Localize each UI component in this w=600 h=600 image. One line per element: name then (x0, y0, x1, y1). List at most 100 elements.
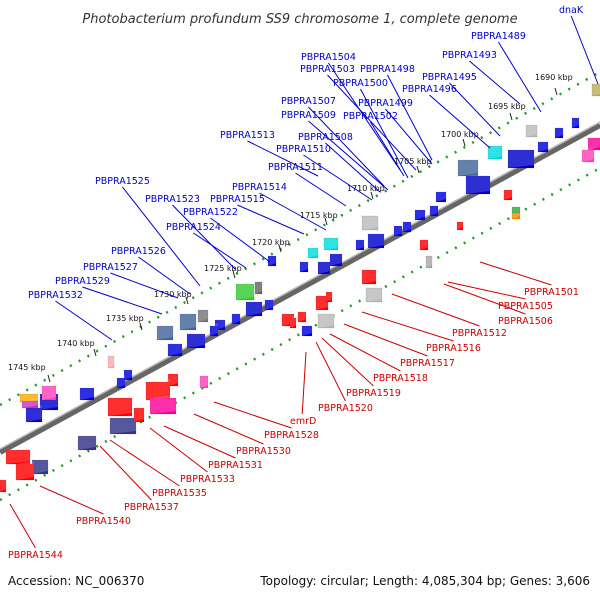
gene-label[interactable]: PBPRA1544 (8, 550, 63, 561)
gene-label[interactable]: PBPRA1523 (145, 194, 200, 205)
gene-label[interactable]: PBPRA1506 (498, 316, 553, 327)
gene-label[interactable]: PBPRA1501 (524, 287, 579, 298)
gene-feature (315, 293, 329, 311)
gene-feature (21, 398, 39, 409)
gene-label[interactable]: PBPRA1540 (76, 516, 131, 527)
label-leader-line (343, 323, 428, 357)
gene-feature (15, 461, 35, 481)
scale-tick-mark (509, 112, 513, 121)
gene-label[interactable]: PBPRA1529 (55, 276, 110, 287)
gene-label[interactable]: PBPRA1508 (298, 132, 353, 143)
gene-label[interactable]: PBPRA1496 (402, 84, 457, 95)
gene-label[interactable]: PBPRA1526 (111, 246, 166, 257)
label-leader-line (110, 272, 179, 299)
gene-feature (145, 379, 171, 401)
gene-label[interactable]: emrD (290, 416, 316, 427)
gene-label[interactable]: PBPRA1533 (180, 474, 235, 485)
scale-tick-label: 1740 kbp (57, 339, 95, 348)
gene-label[interactable]: PBPRA1516 (426, 343, 481, 354)
gene-label[interactable]: PBPRA1517 (400, 358, 455, 369)
label-leader-line (247, 140, 319, 177)
gene-feature (429, 203, 439, 217)
gene-label[interactable]: PBPRA1499 (358, 98, 413, 109)
gene-feature (133, 405, 145, 423)
gene-feature (197, 307, 209, 323)
scale-tick-label: 1745 kbp (8, 363, 46, 372)
gene-feature (425, 253, 433, 269)
gene-feature (79, 385, 95, 401)
label-leader-line (210, 217, 271, 263)
gene-label[interactable]: PBPRA1495 (422, 72, 477, 83)
gene-label[interactable]: PBPRA1504 (301, 52, 356, 63)
label-leader-line (570, 15, 599, 85)
scale-tick-label: 1705 kbp (394, 157, 432, 166)
gene-feature (0, 477, 7, 493)
gene-feature (571, 115, 580, 129)
gene-label[interactable]: PBPRA1519 (346, 388, 401, 399)
gene-feature (465, 173, 491, 195)
gene-label[interactable]: PBPRA1500 (333, 78, 388, 89)
gene-label[interactable]: PBPRA1520 (318, 403, 373, 414)
gene-feature (487, 143, 503, 160)
gene-label[interactable]: PBPRA1530 (236, 446, 291, 457)
gene-feature (457, 157, 479, 177)
label-leader-line (447, 281, 526, 300)
gene-label[interactable]: PBPRA1527 (83, 262, 138, 273)
scale-tick-mark (324, 217, 328, 226)
gene-feature (435, 189, 447, 203)
gene-feature (107, 395, 133, 417)
gene-feature (361, 213, 379, 231)
gene-label[interactable]: PBPRA1525 (95, 176, 150, 187)
gene-feature (355, 237, 365, 251)
gene-label[interactable]: PBPRA1535 (152, 488, 207, 499)
label-leader-line (327, 74, 417, 171)
gene-feature (414, 207, 426, 221)
gene-label[interactable]: PBPRA1531 (208, 460, 263, 471)
gene-label[interactable]: PBPRA1522 (183, 207, 238, 218)
gene-feature (116, 375, 126, 389)
scale-tick-label: 1720 kbp (252, 238, 290, 247)
label-leader-line (328, 62, 401, 171)
gene-label[interactable]: PBPRA1507 (281, 96, 336, 107)
gene-label[interactable]: PBPRA1511 (268, 162, 323, 173)
gene-label[interactable]: PBPRA1524 (166, 222, 221, 233)
gene-label[interactable]: PBPRA1528 (264, 430, 319, 441)
gene-label[interactable]: PBPRA1515 (210, 194, 265, 205)
scale-tick-label: 1700 kbp (441, 130, 479, 139)
label-leader-line (449, 82, 501, 137)
gene-label[interactable]: PBPRA1510 (276, 144, 331, 155)
gene-label[interactable]: PBPRA1489 (471, 31, 526, 42)
gene-label[interactable]: PBPRA1518 (373, 373, 428, 384)
gene-features (0, 81, 600, 493)
gene-label[interactable]: dnaK (559, 5, 584, 16)
gene-label[interactable]: PBPRA1502 (343, 111, 398, 122)
label-leader-line (193, 232, 247, 269)
gene-label[interactable]: PBPRA1514 (232, 182, 287, 193)
gene-label[interactable]: PBPRA1509 (281, 110, 336, 121)
gene-feature (267, 253, 277, 267)
label-leader-line (303, 154, 373, 201)
gene-label[interactable]: PBPRA1513 (220, 130, 275, 141)
scale-tick-mark (232, 270, 236, 279)
gene-label[interactable]: PBPRA1512 (452, 328, 507, 339)
gene-feature (325, 289, 333, 303)
gene-feature (591, 81, 600, 97)
gene-label[interactable]: PBPRA1505 (498, 301, 553, 312)
gene-label[interactable]: PBPRA1493 (442, 50, 497, 61)
gene-feature (186, 331, 206, 349)
gene-feature (289, 315, 297, 329)
gene-feature (297, 309, 307, 323)
label-leader-line (498, 41, 542, 113)
gene-feature (301, 323, 313, 337)
gene-label[interactable]: PBPRA1532 (28, 290, 83, 301)
gene-label[interactable]: PBPRA1498 (360, 64, 415, 75)
scale-tick-label: 1690 kbp (535, 73, 573, 82)
gene-feature (507, 147, 535, 169)
gene-feature (299, 259, 309, 273)
gene-label[interactable]: PBPRA1503 (300, 64, 355, 75)
gene-feature (307, 245, 319, 259)
gene-label[interactable]: PBPRA1537 (124, 502, 179, 513)
label-leader-line (315, 341, 346, 402)
label-leader-line (122, 186, 201, 287)
